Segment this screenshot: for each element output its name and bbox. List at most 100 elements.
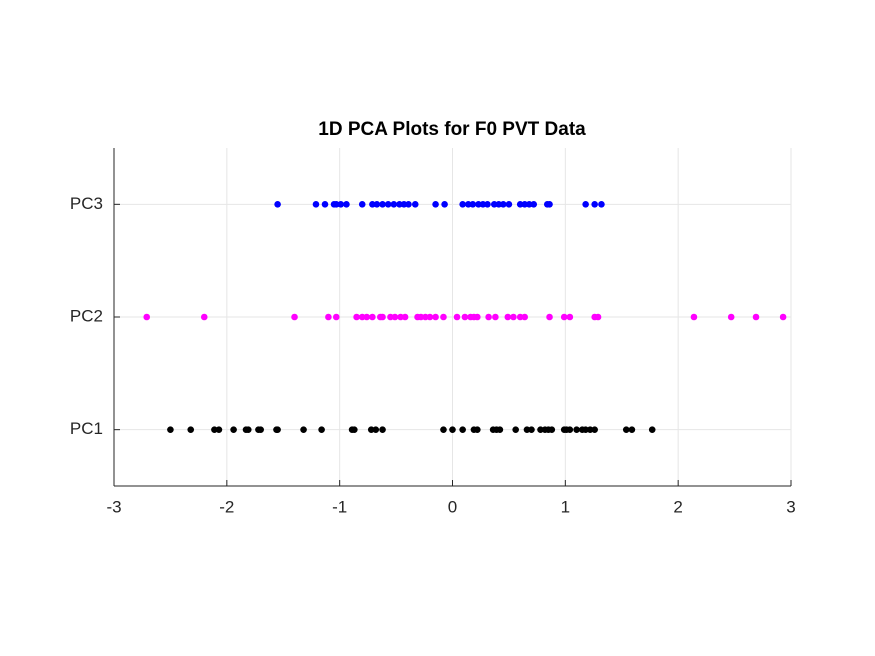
point <box>485 313 492 321</box>
point <box>384 201 392 208</box>
point <box>230 426 237 433</box>
point <box>582 426 589 433</box>
point <box>358 201 366 208</box>
point <box>495 201 503 208</box>
point <box>411 201 419 208</box>
point <box>528 426 535 433</box>
point <box>432 313 439 321</box>
point <box>779 313 787 321</box>
point <box>211 426 218 433</box>
point <box>490 201 498 208</box>
point <box>441 201 448 208</box>
point <box>582 201 589 208</box>
point <box>390 201 398 208</box>
point <box>401 313 409 321</box>
point <box>586 426 594 433</box>
point <box>391 313 399 321</box>
point <box>496 426 504 433</box>
point <box>594 313 602 321</box>
point <box>622 426 630 433</box>
point <box>325 313 332 321</box>
point <box>548 426 556 433</box>
point <box>373 201 381 208</box>
point <box>591 426 598 433</box>
point <box>379 313 386 321</box>
point <box>167 426 174 433</box>
point <box>396 201 403 208</box>
point <box>440 426 447 433</box>
point <box>337 201 345 208</box>
point <box>752 313 760 321</box>
point <box>422 313 429 321</box>
x-tick-label: -3 <box>106 497 121 516</box>
point <box>591 201 598 208</box>
point <box>291 313 298 321</box>
point <box>379 201 386 208</box>
point <box>461 313 469 321</box>
point <box>464 201 472 208</box>
point <box>484 201 491 208</box>
point <box>521 313 529 321</box>
point <box>353 313 360 321</box>
point <box>369 313 376 321</box>
point <box>274 426 281 433</box>
point <box>504 313 512 321</box>
point <box>690 313 698 321</box>
point <box>274 201 281 208</box>
x-tick-label: 2 <box>673 497 682 516</box>
point <box>244 426 252 433</box>
point <box>566 426 574 433</box>
point <box>312 201 320 208</box>
point <box>343 201 350 208</box>
y-tick-label: PC3 <box>70 194 103 213</box>
point <box>332 201 340 208</box>
point <box>505 201 513 208</box>
point <box>405 201 412 208</box>
point <box>318 426 325 433</box>
point <box>351 426 358 433</box>
point <box>432 201 439 208</box>
point <box>525 201 533 208</box>
x-tick-label: -2 <box>219 497 234 516</box>
point <box>379 426 386 433</box>
point <box>358 313 366 321</box>
point <box>475 201 482 208</box>
point <box>367 426 375 433</box>
point <box>417 313 425 321</box>
point <box>200 313 208 321</box>
point <box>453 313 461 321</box>
point <box>628 426 636 433</box>
point <box>573 426 580 433</box>
point <box>363 313 371 321</box>
point <box>400 201 408 208</box>
point <box>372 426 380 433</box>
point <box>516 313 524 321</box>
point <box>332 313 340 321</box>
point <box>598 201 605 208</box>
point <box>479 201 487 208</box>
point <box>546 201 553 208</box>
point <box>523 426 531 433</box>
point <box>426 313 434 321</box>
x-tick-label: -1 <box>332 497 347 516</box>
point <box>530 201 538 208</box>
point <box>143 313 151 321</box>
point <box>440 313 447 321</box>
chart-title: 1D PCA Plots for F0 PVT Data <box>318 119 586 140</box>
point <box>474 426 481 433</box>
point <box>566 313 574 321</box>
point <box>560 313 568 321</box>
point <box>459 201 466 208</box>
point <box>300 426 307 433</box>
point <box>512 426 519 433</box>
point <box>546 313 553 321</box>
y-tick-label: PC1 <box>70 419 103 438</box>
point <box>727 313 735 321</box>
point <box>459 426 466 433</box>
point <box>510 313 517 321</box>
point <box>387 313 394 321</box>
point <box>537 426 544 433</box>
point <box>492 313 499 321</box>
